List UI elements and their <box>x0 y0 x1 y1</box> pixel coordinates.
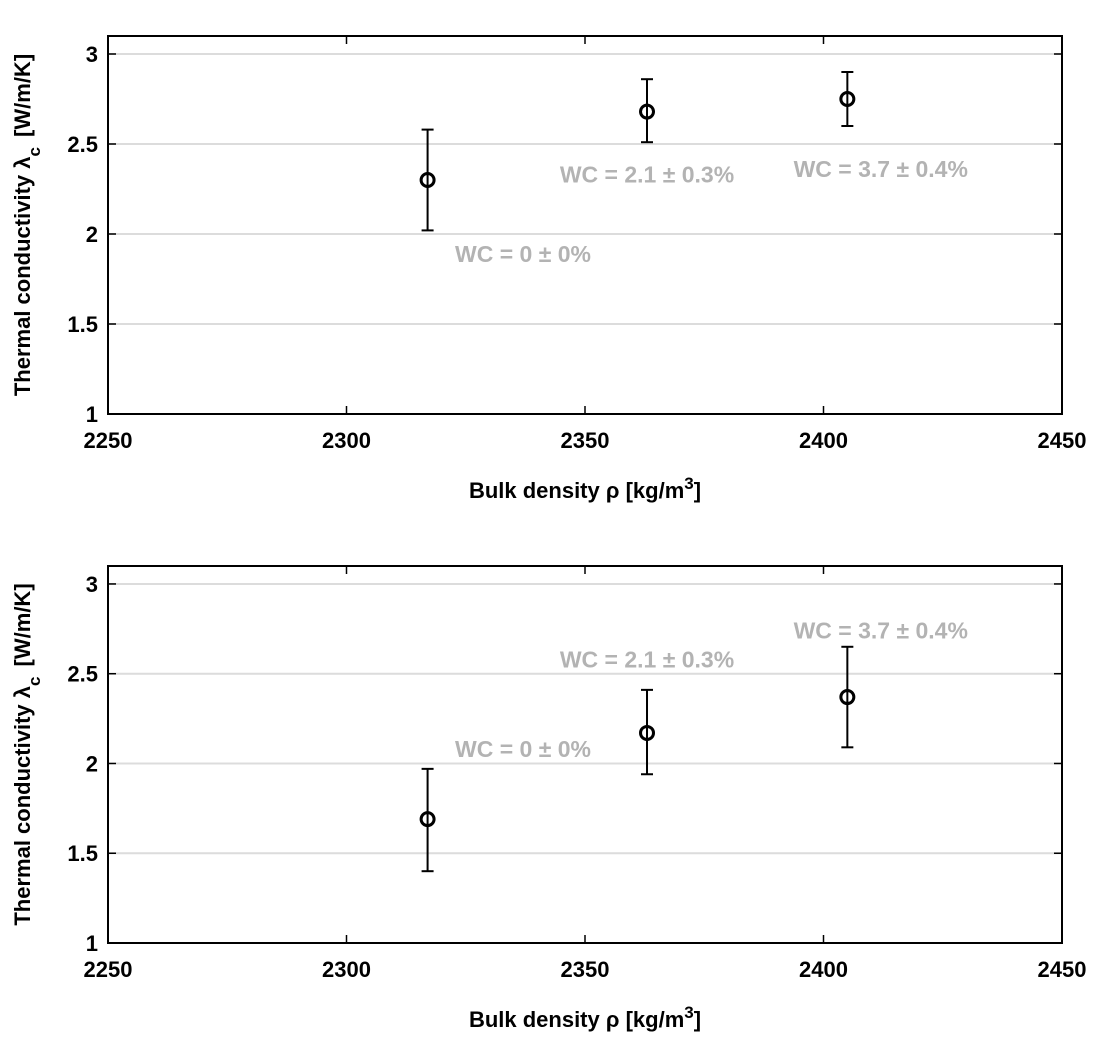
y-tick-label: 3 <box>86 42 98 67</box>
x-tick-label: 2450 <box>1038 428 1087 453</box>
x-tick-label: 2300 <box>322 957 371 982</box>
chart-panel-1: 1 1.5 2 2.5 3 2250 2300 2350 2400 2450 Bulk densit… <box>10 35 1087 504</box>
y-tick-label: 1 <box>86 931 98 956</box>
y-tick-label: 1 <box>86 402 98 427</box>
data-point <box>639 724 656 741</box>
x-tick-label: 2350 <box>561 957 610 982</box>
data-point <box>839 91 856 107</box>
x-tick-label: 2300 <box>322 428 371 453</box>
y-tick-label: 1.5 <box>67 841 98 866</box>
x-tick-label: 2450 <box>1038 957 1087 982</box>
annotation-label: WC = 0 ± 0% <box>455 736 591 762</box>
chart-panel-2: 1 1.5 2 2.5 3 2250 2300 2350 2400 2450 Bulk densit… <box>10 565 1087 1033</box>
y-tick-label: 2.5 <box>67 132 98 157</box>
y-tick-label: 1.5 <box>67 312 98 337</box>
axes-box <box>107 35 1063 415</box>
y-axis-label: Thermal conductivity λc [W/m/K] <box>10 583 44 925</box>
x-axis-label: Bulk density ρ [kg/m3] <box>469 474 701 504</box>
x-tick-label: 2400 <box>799 428 848 453</box>
x-tick-label: 2400 <box>799 957 848 982</box>
x-tick-label: 2350 <box>561 428 610 453</box>
y-tick-label: 2.5 <box>67 662 98 687</box>
y-tick-label: 2 <box>86 751 98 776</box>
data-point <box>639 103 656 120</box>
y-axis-label: Thermal conductivity λc [W/m/K] <box>10 54 44 396</box>
annotation-label: WC = 2.1 ± 0.3% <box>560 162 734 188</box>
data-point <box>839 689 856 706</box>
x-tick-label: 2250 <box>84 957 133 982</box>
annotation-label: WC = 0 ± 0% <box>455 241 591 267</box>
x-axis-label: Bulk density ρ [kg/m3] <box>469 1003 701 1033</box>
data-point <box>419 172 436 188</box>
annotation-label: WC = 3.7 ± 0.4% <box>794 156 968 182</box>
y-tick-label: 2 <box>86 222 98 247</box>
y-tick-label: 3 <box>86 572 98 597</box>
x-tick-label: 2250 <box>84 428 133 453</box>
annotation-label: WC = 2.1 ± 0.3% <box>560 646 734 672</box>
annotation-label: WC = 3.7 ± 0.4% <box>794 618 968 644</box>
data-point <box>419 811 436 828</box>
